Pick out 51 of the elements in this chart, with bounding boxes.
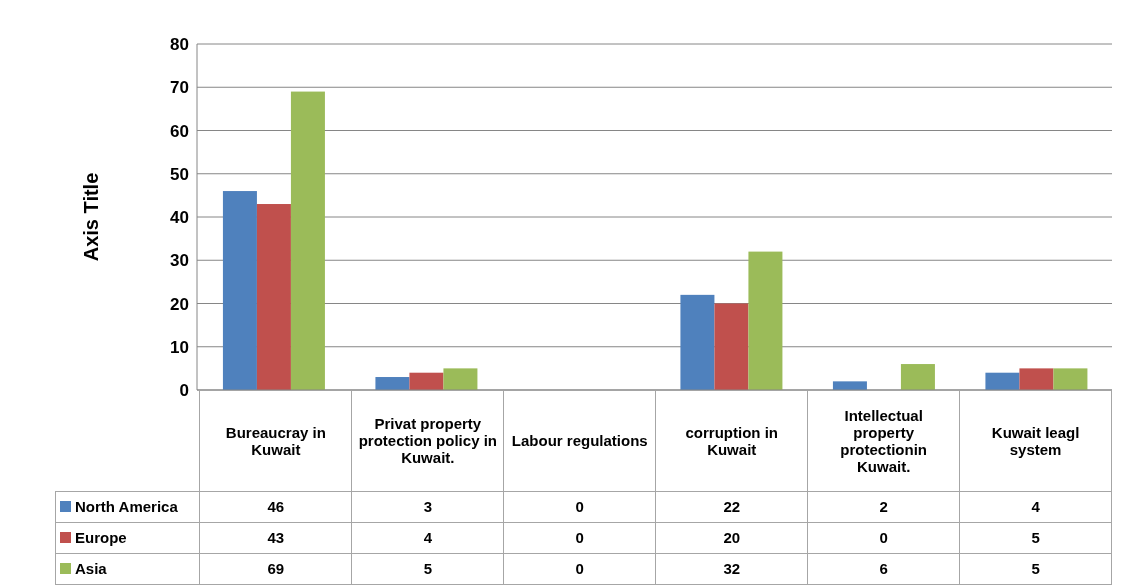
bar [832, 381, 867, 390]
y-tick-label: 50 [170, 164, 189, 184]
data-label: 5 [959, 553, 1112, 584]
bar [290, 91, 325, 390]
legend-label: Asia [55, 553, 200, 584]
legend-label: Europe [55, 522, 200, 553]
y-tick-label: 20 [170, 294, 189, 314]
y-tick-label: 40 [170, 208, 189, 228]
data-label: 5 [959, 522, 1112, 553]
data-label: 0 [503, 491, 656, 522]
x-tick-label: Bureaucray in Kuwait [199, 391, 352, 491]
data-label: 4 [959, 491, 1112, 522]
data-label: 0 [503, 522, 656, 553]
bar [900, 364, 935, 390]
y-tick-label: 80 [170, 35, 189, 55]
x-tick-label: Privat property protection policy in Kuwait. [351, 391, 504, 491]
bar [985, 372, 1020, 390]
data-label: 69 [199, 553, 352, 584]
bar [443, 368, 478, 390]
data-label: 32 [655, 553, 808, 584]
bar [256, 204, 291, 390]
data-label: 3 [351, 491, 504, 522]
y-axis-title: Axis Title [80, 172, 103, 262]
bar [714, 303, 749, 390]
bar [1019, 368, 1054, 390]
y-tick-label: 10 [170, 337, 189, 357]
data-label: 43 [199, 522, 352, 553]
x-tick-label: Labour regulations [503, 391, 656, 491]
bar [409, 372, 444, 390]
y-tick-label: 0 [179, 381, 189, 401]
bar [680, 294, 715, 390]
bar [1053, 368, 1088, 390]
data-label: 22 [655, 491, 808, 522]
x-tick-label: Intellectual property protectionin Kuwait. [807, 391, 960, 491]
y-tick-label: 70 [170, 78, 189, 98]
y-tick-label: 30 [170, 251, 189, 271]
data-label: 2 [807, 491, 960, 522]
data-label: 20 [655, 522, 808, 553]
data-label: 6 [807, 553, 960, 584]
legend-label: North America [55, 491, 200, 522]
x-tick-label: corruption in Kuwait [655, 391, 808, 491]
data-label: 5 [351, 553, 504, 584]
data-label: 0 [503, 553, 656, 584]
data-label: 46 [199, 491, 352, 522]
bar [375, 377, 410, 390]
bar [222, 191, 257, 390]
data-label: 0 [807, 522, 960, 553]
data-label: 4 [351, 522, 504, 553]
y-tick-label: 60 [170, 121, 189, 141]
x-tick-label: Kuwait leagl system [959, 391, 1112, 491]
bar [748, 251, 783, 390]
